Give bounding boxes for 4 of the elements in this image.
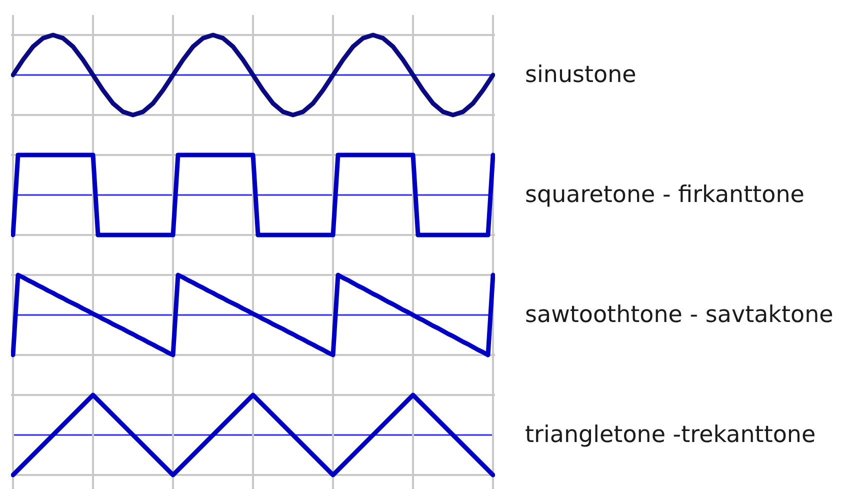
series-label: triangletone -trekanttone [525, 422, 816, 448]
series-label: sinustone [525, 62, 636, 88]
series-label: squaretone - firkanttone [525, 182, 804, 208]
series-label: sawtoothtone - savtaktone [525, 302, 834, 328]
